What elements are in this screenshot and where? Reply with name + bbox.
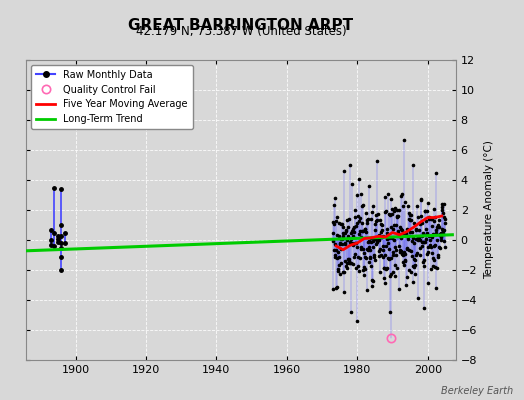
Legend: Raw Monthly Data, Quality Control Fail, Five Year Moving Average, Long-Term Tren: Raw Monthly Data, Quality Control Fail, … [31, 65, 192, 129]
Title: 42.179 N, 73.387 W (United States): 42.179 N, 73.387 W (United States) [136, 25, 346, 38]
Text: GREAT BARRINGTON ARPT: GREAT BARRINGTON ARPT [128, 18, 354, 33]
Y-axis label: Temperature Anomaly (°C): Temperature Anomaly (°C) [484, 140, 494, 280]
Text: Berkeley Earth: Berkeley Earth [441, 386, 514, 396]
